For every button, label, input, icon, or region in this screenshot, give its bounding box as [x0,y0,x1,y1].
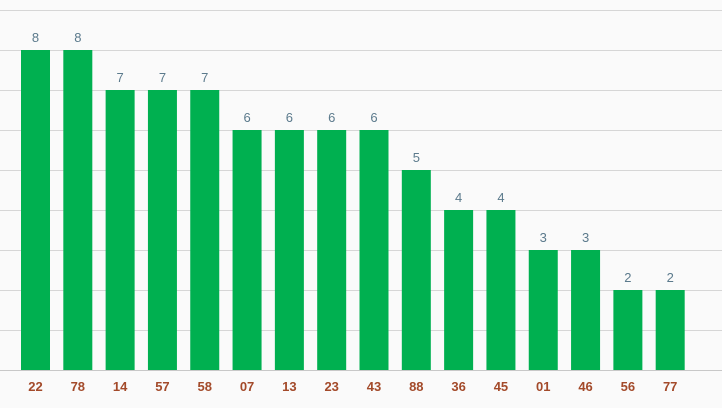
bar-56 [613,290,643,370]
value-label-36: 4 [455,190,462,205]
category-label-58: 58 [198,379,212,394]
category-label-13: 13 [282,379,296,394]
value-label-45: 4 [497,190,504,205]
category-label-46: 46 [578,379,592,394]
category-label-88: 88 [409,379,423,394]
bar-13 [274,130,304,370]
category-label-01: 01 [536,379,550,394]
bar-36 [444,210,474,370]
category-label-56: 56 [621,379,635,394]
bar-07 [232,130,262,370]
value-label-13: 6 [286,110,293,125]
bar-23 [317,130,347,370]
bar-43 [359,130,389,370]
value-label-77: 2 [667,270,674,285]
bar-57 [147,90,177,370]
bar-46 [571,250,601,370]
value-label-57: 7 [159,70,166,85]
value-label-58: 7 [201,70,208,85]
category-label-45: 45 [494,379,508,394]
value-label-01: 3 [540,230,547,245]
bar-88 [401,170,431,370]
value-label-22: 8 [32,30,39,45]
category-label-36: 36 [451,379,465,394]
value-label-56: 2 [624,270,631,285]
bar-14 [105,90,135,370]
category-label-77: 77 [663,379,677,394]
bar-77 [655,290,685,370]
value-label-23: 6 [328,110,335,125]
bar-01 [528,250,558,370]
value-label-14: 7 [117,70,124,85]
bar-22 [21,50,50,370]
value-label-46: 3 [582,230,589,245]
category-label-43: 43 [367,379,381,394]
category-labels: 22 78 14 57 58 07 13 23 43 88 36 45 01 46 56 77 [28,379,677,394]
bar-58 [190,90,220,370]
value-labels: 8 8 7 7 7 6 6 6 6 5 4 4 3 3 2 2 [32,30,674,285]
value-label-07: 6 [243,110,250,125]
category-label-57: 57 [155,379,169,394]
category-label-07: 07 [240,379,254,394]
bar-45 [486,210,516,370]
bars [21,50,685,370]
category-label-23: 23 [324,379,338,394]
value-label-88: 5 [413,150,420,165]
value-label-43: 6 [370,110,377,125]
category-label-78: 78 [71,379,85,394]
bar-78 [63,50,93,370]
category-label-22: 22 [28,379,42,394]
value-label-78: 8 [74,30,81,45]
category-label-14: 14 [113,379,128,394]
